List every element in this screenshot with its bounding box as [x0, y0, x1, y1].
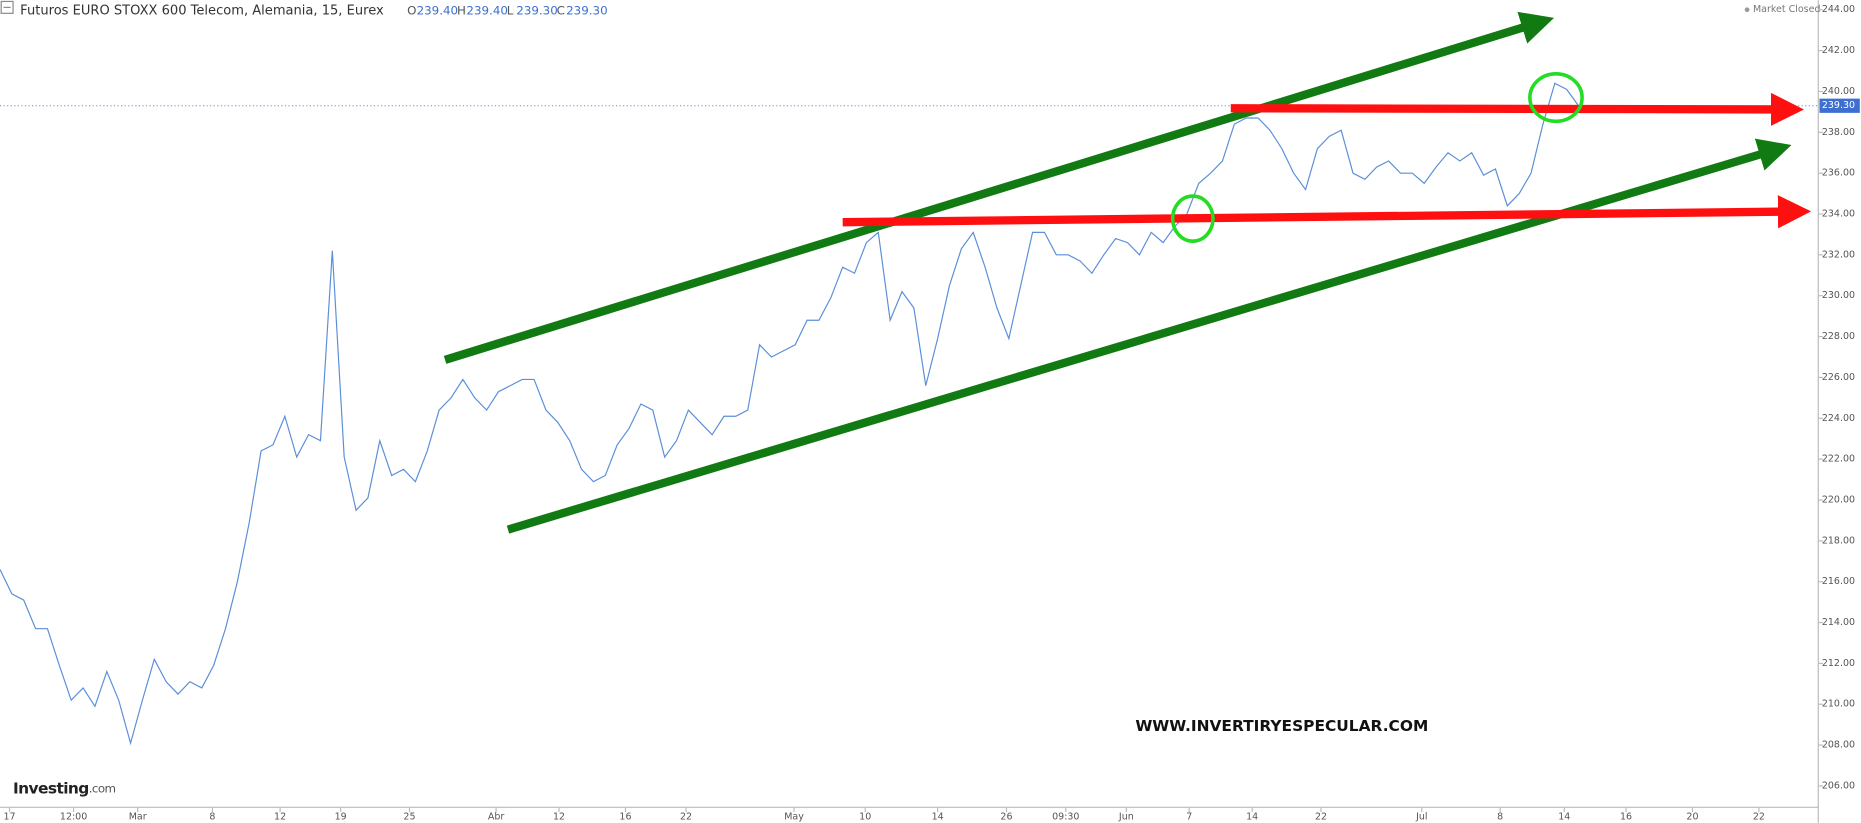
ohlc-value: 239.40 [466, 3, 508, 17]
x-tick-label: 22 [1753, 811, 1765, 822]
price-line [0, 82, 1580, 746]
y-tick-label: 206.00 [1822, 780, 1855, 791]
y-tick-label: 218.00 [1822, 535, 1855, 546]
x-tick-label: Jul [1415, 811, 1427, 822]
ohlc-value: 239.30 [566, 3, 608, 17]
x-tick-label: 12 [553, 811, 565, 822]
x-tick-label: 14 [1246, 811, 1258, 822]
trend-arrow [443, 11, 1555, 364]
x-tick-label: 8 [209, 811, 215, 822]
x-tick-label: 22 [680, 811, 692, 822]
highlight-circle [1170, 194, 1215, 243]
y-tick-label: 224.00 [1822, 413, 1855, 424]
ohlc-value: 239.40 [417, 3, 459, 17]
collapse-icon[interactable] [0, 0, 14, 14]
x-tick-label: 26 [1000, 811, 1012, 822]
x-tick-label: 7 [1186, 811, 1192, 822]
logo-suffix: .com [89, 781, 116, 795]
y-tick-label: 208.00 [1822, 740, 1855, 751]
y-tick-label: 234.00 [1822, 209, 1855, 220]
y-tick-label: 238.00 [1822, 127, 1855, 138]
ohlc: O 239.40H 239.40L 239.30C 239.30 [407, 3, 608, 17]
x-tick-label: 12 [274, 811, 286, 822]
y-tick-label: 236.00 [1822, 168, 1855, 179]
x-tick-label: 8 [1497, 811, 1503, 822]
y-tick-label: 232.00 [1822, 249, 1855, 260]
y-tick-label: 230.00 [1822, 290, 1855, 301]
drawings [443, 11, 1812, 534]
x-tick-label: 14 [932, 811, 944, 822]
last-price-box [1819, 98, 1860, 113]
x-tick-label: 09:30 [1052, 811, 1079, 822]
y-tick-label: 228.00 [1822, 331, 1855, 342]
y-tick-label: 240.00 [1822, 86, 1855, 97]
last-price-label: 239.30 [1822, 100, 1855, 111]
x-tick-label: 16 [619, 811, 631, 822]
highlight-circle [1528, 72, 1584, 124]
resistance-arrow [1230, 92, 1805, 127]
x-tick-label: Mar [129, 811, 147, 822]
status-dot [1744, 7, 1750, 13]
y-tick-label: 210.00 [1822, 699, 1855, 710]
x-tick-label: 17 [3, 811, 15, 822]
ohlc-key: C [557, 3, 565, 17]
x-tick-label: May [784, 811, 804, 822]
chart-title: Futuros EURO STOXX 600 Telecom, Alemania… [20, 3, 384, 18]
x-tick-label: 20 [1686, 811, 1698, 822]
y-tick-label: 244.00 [1822, 4, 1855, 15]
y-tick-label: 214.00 [1822, 617, 1855, 628]
x-tick-label: 25 [403, 811, 415, 822]
market-status: Market Closed [1753, 4, 1820, 15]
plot [0, 82, 1819, 746]
resistance-arrow [842, 195, 1812, 229]
ohlc-value: 239.30 [516, 3, 558, 17]
x-tick-label: Abr [488, 811, 505, 822]
x-tick-label: 14 [1558, 811, 1570, 822]
logo-brand: Investing [13, 779, 89, 797]
x-tick-label: 19 [335, 811, 347, 822]
y-tick-label: 226.00 [1822, 372, 1855, 383]
ohlc-key: L [507, 3, 514, 17]
x-tick-label: 10 [859, 811, 871, 822]
x-tick-label: 12:00 [60, 811, 87, 822]
y-tick-label: 242.00 [1822, 45, 1855, 56]
x-tick-label: 16 [1620, 811, 1632, 822]
y-tick-label: 220.00 [1822, 494, 1855, 505]
ohlc-key: O [407, 3, 416, 17]
y-tick-label: 212.00 [1822, 658, 1855, 669]
x-tick-label: Jun [1118, 811, 1134, 822]
y-tick-label: 216.00 [1822, 576, 1855, 587]
y-tick-label: 222.00 [1822, 454, 1855, 465]
watermark: WWW.INVERTIRYESPECULAR.COM [1135, 717, 1428, 735]
ohlc-key: H [457, 3, 466, 17]
x-tick-label: 22 [1315, 811, 1327, 822]
logo: Investing.com [13, 779, 115, 797]
